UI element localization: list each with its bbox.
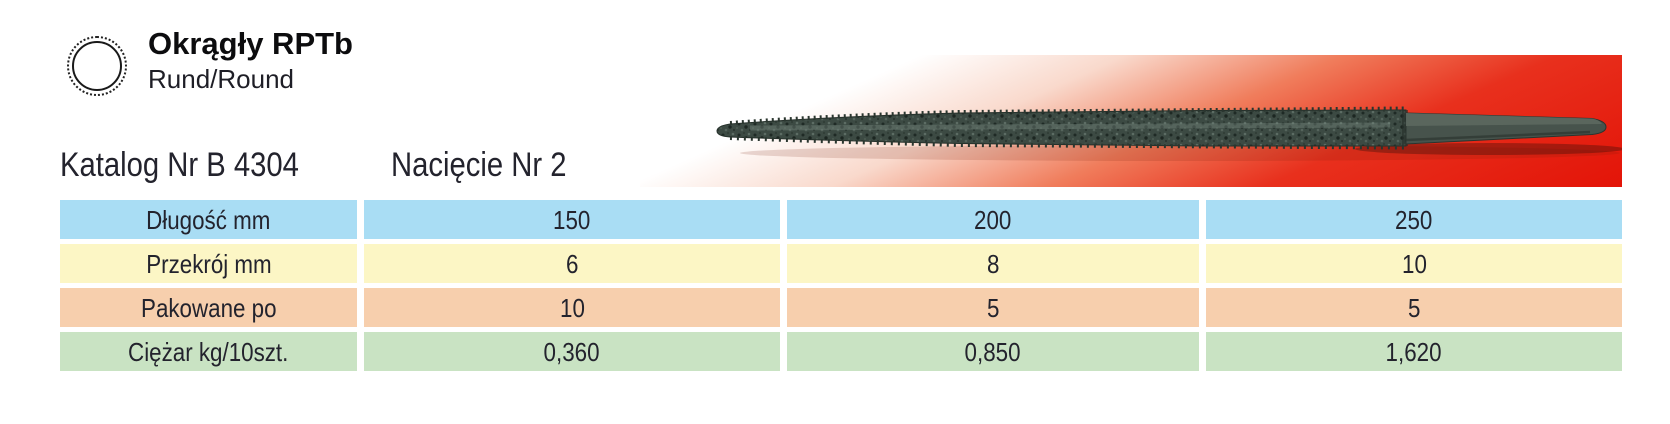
row-label: Ciężar kg/10szt. — [60, 332, 357, 371]
product-photo — [640, 55, 1622, 187]
cell-value: 0,850 — [965, 337, 1021, 367]
table-row-packing: Pakowane po 10 5 5 — [60, 288, 1622, 327]
table-cell: 5 — [1206, 288, 1622, 327]
table-row-cross-section: Przekrój mm 6 8 10 — [60, 244, 1622, 283]
table-cell: 150 — [364, 200, 780, 239]
cell-value: 8 — [986, 249, 1000, 279]
table-cell: 6 — [364, 244, 780, 283]
row-label: Przekrój mm — [60, 244, 357, 283]
table-cell: 0,360 — [364, 332, 780, 371]
catalog-number-text: Katalog Nr B 4304 — [60, 146, 299, 184]
catalog-number: Katalog Nr B 4304 — [60, 146, 338, 185]
table-cell: 1,620 — [1206, 332, 1622, 371]
cell-value: 250 — [1395, 205, 1433, 235]
round-cross-section-icon — [67, 36, 127, 96]
table-cell: 10 — [1206, 244, 1622, 283]
cut-number-text: Nacięcie Nr 2 — [391, 146, 567, 184]
catalog-line: Katalog Nr B 4304 Nacięcie Nr 2 — [0, 146, 1670, 186]
row-label: Długość mm — [60, 200, 357, 239]
table-cell: 250 — [1206, 200, 1622, 239]
cell-value: 10 — [1401, 249, 1427, 279]
row-label-text: Pakowane po — [140, 293, 277, 323]
page-subtitle: Rund/Round — [148, 64, 294, 94]
table-row-length: Długość mm 150 200 250 — [60, 200, 1622, 239]
row-label-text: Przekrój mm — [145, 249, 272, 279]
row-label-text: Ciężar kg/10szt. — [128, 337, 289, 367]
spec-table: Długość mm 150 200 250 Przekrój mm 6 8 1… — [60, 200, 1622, 376]
cell-value: 6 — [565, 249, 579, 279]
table-row-weight: Ciężar kg/10szt. 0,360 0,850 1,620 — [60, 332, 1622, 371]
cell-value: 0,360 — [544, 337, 600, 367]
table-cell: 0,850 — [787, 332, 1199, 371]
cut-number: Nacięcie Nr 2 — [391, 146, 595, 185]
table-cell: 200 — [787, 200, 1199, 239]
row-label: Pakowane po — [60, 288, 357, 327]
cell-value: 10 — [559, 293, 585, 323]
cell-value: 200 — [974, 205, 1012, 235]
rasp-file-image — [716, 106, 1622, 161]
table-cell: 5 — [787, 288, 1199, 327]
page-title: Okrągły RPTb — [148, 26, 353, 61]
cell-value: 150 — [553, 205, 591, 235]
cell-value: 1,620 — [1386, 337, 1442, 367]
row-label-text: Długość mm — [146, 205, 271, 235]
table-cell: 10 — [364, 288, 780, 327]
cell-value: 5 — [986, 293, 1000, 323]
cell-value: 5 — [1407, 293, 1421, 323]
table-cell: 8 — [787, 244, 1199, 283]
